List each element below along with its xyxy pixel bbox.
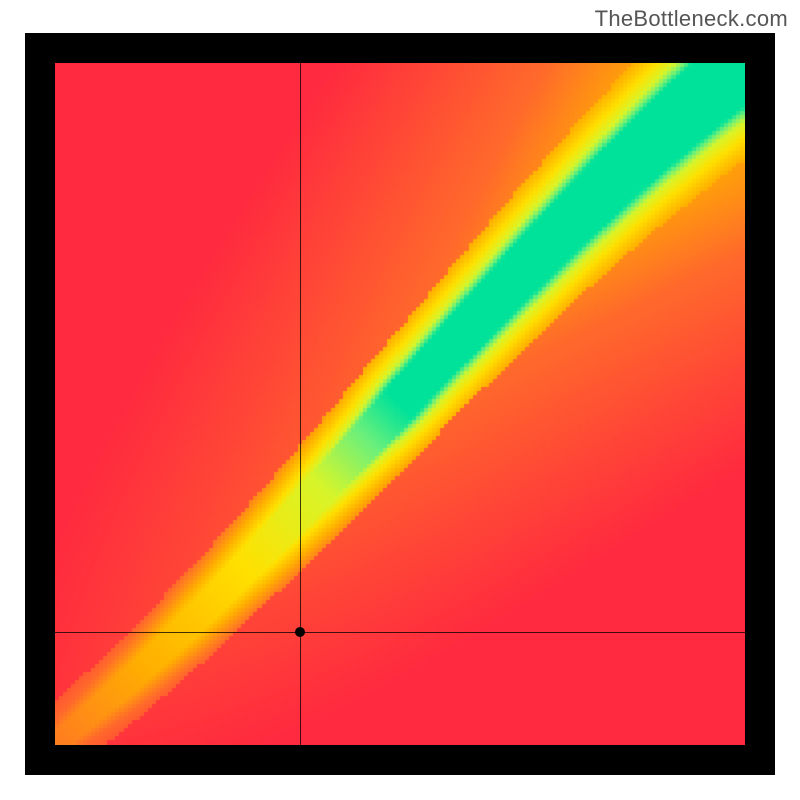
selection-marker-dot <box>295 627 305 637</box>
bottleneck-heatmap <box>55 63 745 745</box>
watermark-source-label: TheBottleneck.com <box>595 6 788 32</box>
crosshair-horizontal-line <box>55 632 745 633</box>
crosshair-vertical-line <box>300 63 301 745</box>
plot-frame <box>25 33 775 775</box>
